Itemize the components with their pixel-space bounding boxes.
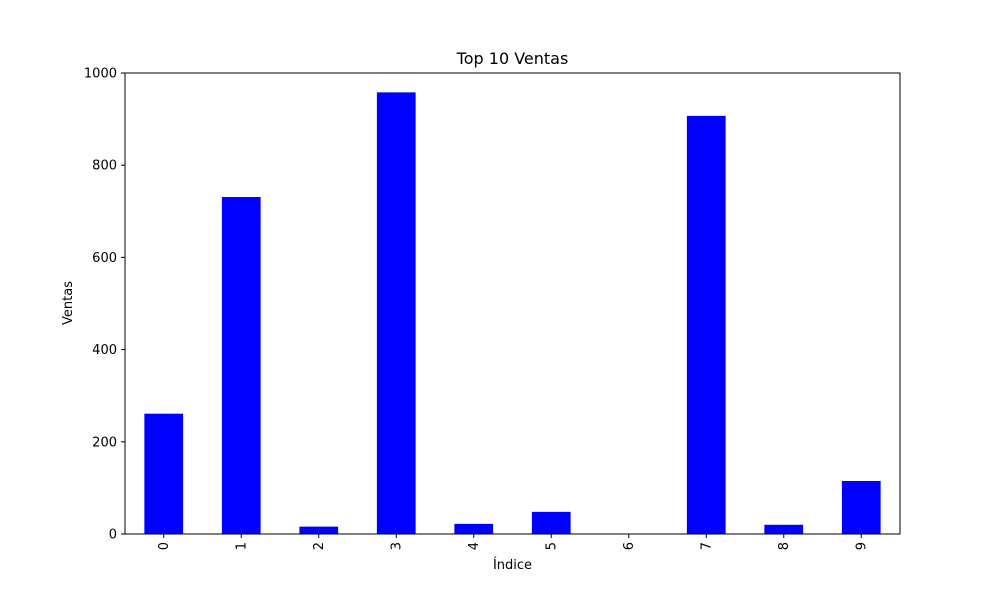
x-tick-label: 1 bbox=[234, 542, 249, 550]
x-tick-label: 4 bbox=[467, 542, 482, 550]
x-tick-label: 3 bbox=[389, 542, 404, 550]
x-tick-label: 2 bbox=[312, 542, 327, 550]
bar-0 bbox=[144, 413, 184, 534]
bars-group bbox=[144, 92, 881, 535]
bar-3 bbox=[376, 92, 416, 534]
bar-4 bbox=[454, 523, 494, 534]
x-tick-label: 8 bbox=[777, 542, 792, 550]
x-tick-label: 9 bbox=[854, 542, 869, 550]
axes-group: 0 1 2 3 4 5 6 7 8 9 0 200 400 600 800 1000 bbox=[84, 67, 869, 551]
y-tick-label: 800 bbox=[92, 159, 117, 174]
x-tick-label: 5 bbox=[544, 542, 559, 550]
y-axis-label: Ventas bbox=[61, 281, 76, 325]
bar-2 bbox=[299, 526, 339, 534]
bar-9 bbox=[841, 480, 881, 534]
y-tick-label: 0 bbox=[109, 528, 117, 543]
x-tick-label: 0 bbox=[157, 542, 172, 550]
bar-7 bbox=[686, 115, 726, 535]
x-tick-label: 7 bbox=[699, 542, 714, 550]
y-tick-label: 400 bbox=[92, 343, 117, 358]
x-axis-label: Índice bbox=[493, 557, 532, 573]
y-tick-label: 600 bbox=[92, 251, 117, 266]
y-tick-label: 1000 bbox=[84, 67, 117, 82]
bar-8 bbox=[764, 524, 804, 534]
bar-1 bbox=[221, 197, 261, 534]
x-tick-label: 6 bbox=[622, 542, 637, 550]
bar-5 bbox=[531, 511, 571, 534]
chart-title: Top 10 Ventas bbox=[456, 49, 569, 68]
plot-frame bbox=[124, 72, 901, 535]
y-tick-label: 200 bbox=[92, 435, 117, 450]
